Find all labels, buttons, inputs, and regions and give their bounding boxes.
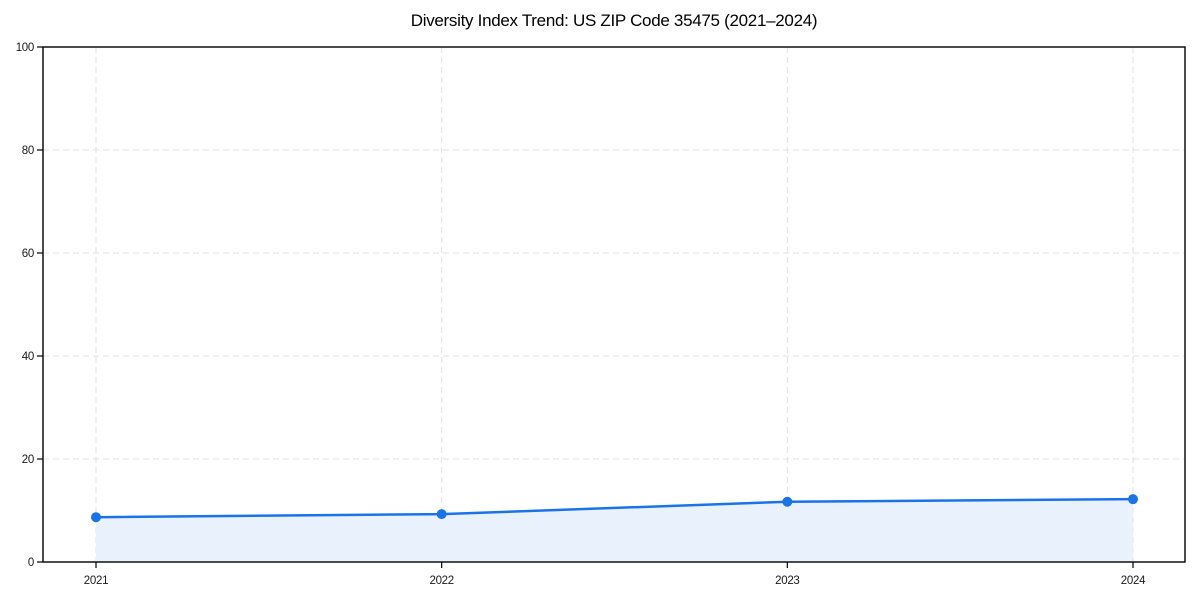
x-tick-label-2023: 2023 (775, 575, 799, 587)
x-tick-label-2021: 2021 (84, 575, 108, 587)
y-tick-label-0: 0 (28, 557, 34, 569)
markers-layer (91, 494, 1138, 523)
y-tick-label-60: 60 (22, 248, 34, 260)
chart-title: Diversity Index Trend: US ZIP Code 35475… (410, 11, 818, 30)
tick-marks (37, 46, 1134, 568)
plot-border (42, 46, 1186, 563)
tick-labels: 0 20 40 60 80 100 2021 2022 2023 2024 (16, 42, 1147, 587)
y-tick-label-100: 100 (16, 42, 34, 54)
data-point-2021 (91, 512, 101, 523)
axes-layer (42, 46, 1186, 563)
trend-line-layer (94, 497, 1135, 519)
y-tick-label-40: 40 (22, 351, 34, 363)
trend-line (94, 497, 1135, 519)
y-tick-label-20: 20 (22, 454, 34, 466)
y-tick-label-80: 80 (22, 145, 34, 157)
data-point-2024 (1128, 494, 1138, 505)
x-tick-label-2022: 2022 (429, 575, 453, 587)
data-point-2022 (436, 509, 447, 520)
x-tick-label-2024: 2024 (1121, 575, 1146, 587)
data-point-2023 (782, 496, 793, 507)
gridlines (43, 46, 1185, 563)
